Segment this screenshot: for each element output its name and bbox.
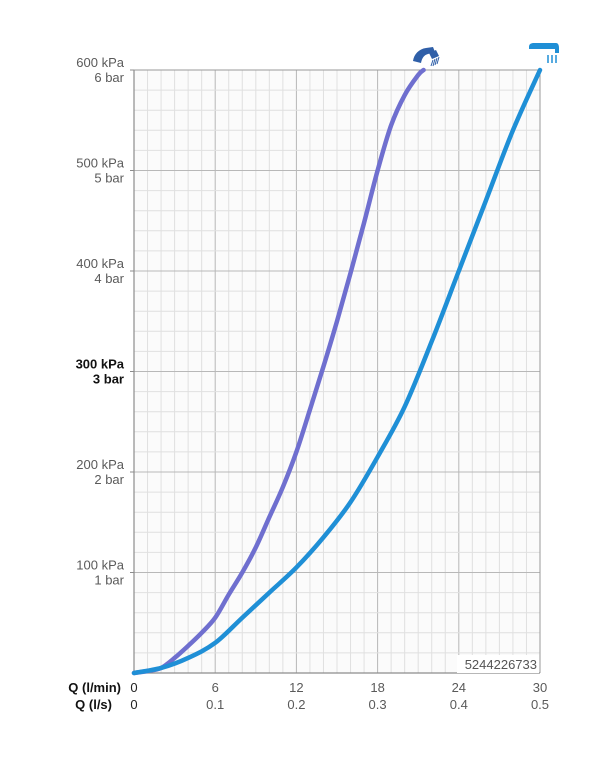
- x-tick-label-lps: 0: [130, 697, 137, 712]
- series-group: [131, 67, 543, 676]
- x-axis-label-lpm: Q (l/min): [68, 680, 121, 695]
- x-tick-label-lpm: 18: [370, 680, 384, 695]
- overhead-shower-icon: [529, 43, 559, 63]
- y-tick-label-bar: 4 bar: [94, 271, 124, 286]
- y-tick-label-kpa: 200 kPa: [76, 457, 124, 472]
- y-tick-label-bar: 3 bar: [93, 372, 124, 387]
- x-axis-ticks: 0 0 6 0.1 12 0.2 18 0.3 24 0.4 30 0.5: [130, 680, 549, 712]
- y-tick-label-bar: 5 bar: [94, 171, 124, 186]
- y-tick-label-bar: 1 bar: [94, 573, 124, 588]
- y-tick-label-kpa: 100 kPa: [76, 558, 124, 573]
- product-code-background: [457, 655, 539, 673]
- y-tick-label-bar: 2 bar: [94, 472, 124, 487]
- x-tick-label-lps: 0.2: [287, 697, 305, 712]
- x-tick-label-lps: 0.1: [206, 697, 224, 712]
- y-tick-label-kpa: 400 kPa: [76, 256, 124, 271]
- y-tick-label-kpa: 300 kPa: [76, 357, 125, 372]
- y-tick-label-bar: 6 bar: [94, 70, 124, 85]
- x-tick-label-lpm: 0: [130, 680, 137, 695]
- product-code: 5244226733: [465, 657, 537, 672]
- y-tick-label-kpa: 600 kPa: [76, 55, 124, 70]
- x-tick-label-lps: 0.3: [369, 697, 387, 712]
- hand-shower-icon: [413, 47, 440, 67]
- x-tick-label-lpm: 6: [212, 680, 219, 695]
- series-line-overhead-shower: [131, 67, 543, 676]
- x-tick-label-lpm: 12: [289, 680, 303, 695]
- series-line-hand-shower: [131, 67, 426, 676]
- x-axis-label-lps: Q (l/s): [75, 697, 112, 712]
- x-tick-label-lpm: 30: [533, 680, 547, 695]
- y-tick-label-kpa: 500 kPa: [76, 156, 124, 171]
- x-tick-label-lpm: 24: [452, 680, 466, 695]
- x-tick-label-lps: 0.4: [450, 697, 468, 712]
- x-tick-label-lps: 0.5: [531, 697, 549, 712]
